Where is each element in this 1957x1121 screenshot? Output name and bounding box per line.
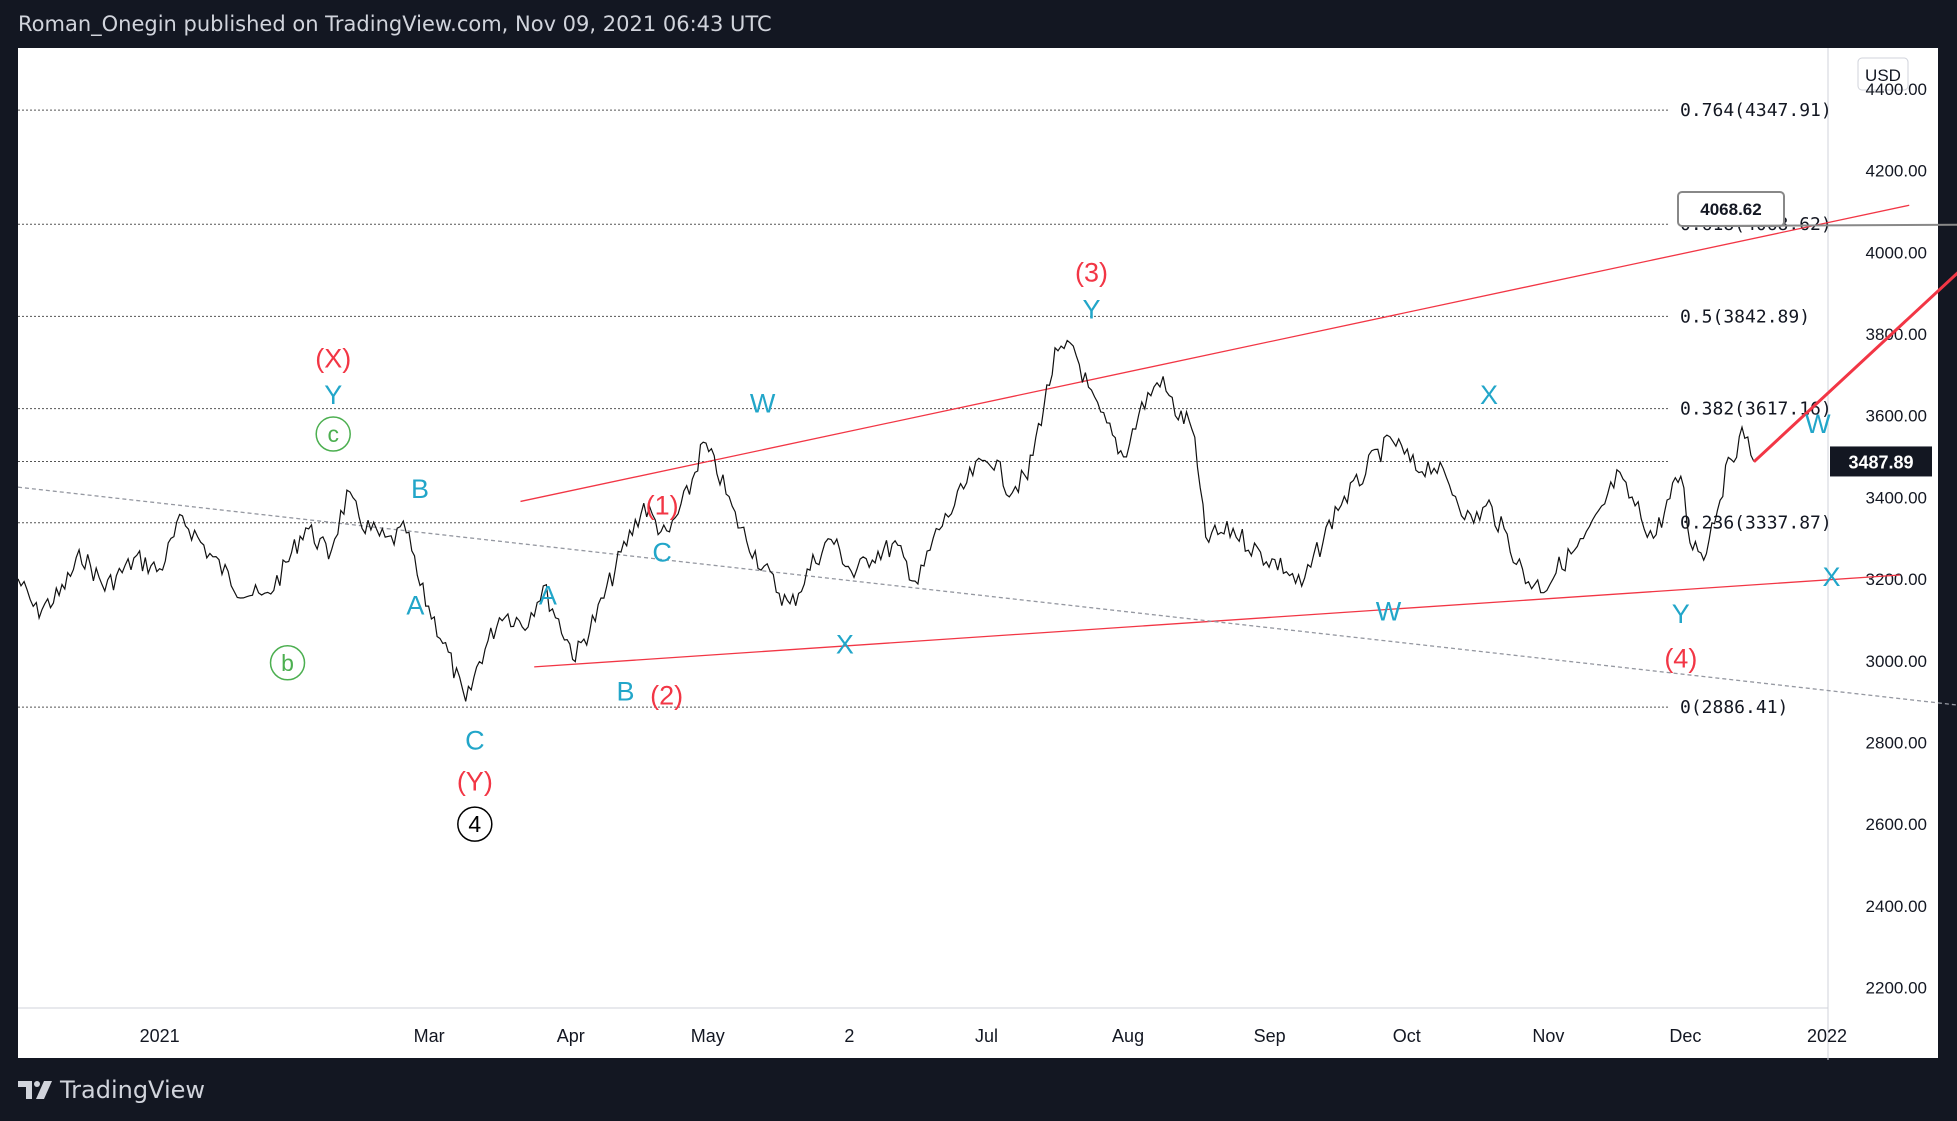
wave-label: (X) [315, 343, 351, 373]
plot-background [18, 48, 1938, 1058]
y-tick-label: 3200.00 [1866, 570, 1927, 589]
fib-level-label: 0.764(4347.91) [1680, 100, 1832, 121]
x-tick-label: Aug [1112, 1026, 1144, 1046]
x-tick-label: 2021 [140, 1026, 180, 1046]
wedge-trendline [520, 204, 1910, 503]
wave-label-circle [457, 806, 493, 842]
x-tick-label: 2 [844, 1026, 854, 1046]
tradingview-footer[interactable]: TradingView [18, 1076, 205, 1104]
wave-label: W [750, 388, 776, 418]
wave-label: W [1805, 409, 1831, 439]
price-series-line [17, 339, 1755, 702]
wave-label: C [465, 725, 485, 755]
x-tick-label: 2022 [1807, 1026, 1847, 1046]
y-tick-label: 2800.00 [1866, 733, 1927, 752]
wave-label-circle [315, 416, 351, 452]
y-tick-label: 4400.00 [1866, 80, 1927, 99]
y-tick-label: 3800.00 [1866, 325, 1927, 344]
currency-text: USD [1865, 66, 1901, 85]
y-tick-label: 2400.00 [1866, 897, 1927, 916]
wave-label: 4 [468, 811, 481, 837]
x-tick-label: Sep [1254, 1026, 1286, 1046]
x-tick-label: Apr [557, 1026, 585, 1046]
target-callout: 4068.62 [1677, 191, 1957, 227]
publish-header: Roman_Onegin published on TradingView.co… [18, 12, 772, 36]
y-tick-label: 3000.00 [1866, 652, 1927, 671]
wave-label: A [406, 591, 424, 621]
currency-box [1857, 57, 1909, 91]
wave-label: b [281, 650, 294, 676]
y-tick-label: 4000.00 [1866, 243, 1927, 262]
last-price-text: 3487.89 [1848, 452, 1913, 472]
y-tick-label: 3400.00 [1866, 488, 1927, 507]
wave-label: X [1480, 380, 1498, 410]
y-tick-label: 4200.00 [1866, 162, 1927, 181]
y-tick-label: 3600.00 [1866, 407, 1927, 426]
wave-label: (4) [1664, 644, 1697, 674]
projection-arrow [1752, 271, 1957, 463]
tradingview-logo-icon [18, 1081, 52, 1099]
fib-level-label: 0.5(3842.89) [1680, 306, 1810, 327]
fib-level-label: 0(2886.41) [1680, 697, 1788, 718]
wave-label: A [539, 580, 557, 610]
x-tick-label: Oct [1393, 1026, 1421, 1046]
wave-label-circle [269, 645, 306, 681]
wave-label: (3) [1075, 258, 1108, 288]
x-tick-label: Jul [975, 1026, 998, 1046]
wave-label: W [1376, 597, 1402, 627]
x-tick-label: Nov [1532, 1026, 1564, 1046]
wave-label: Y [1083, 294, 1101, 324]
x-tick-label: May [691, 1026, 725, 1046]
last-price-tag [1830, 446, 1932, 477]
wave-label: Y [324, 380, 342, 410]
wave-label: B [617, 676, 635, 706]
target-callout-text: 4068.62 [1700, 200, 1761, 219]
y-tick-label: 2600.00 [1866, 815, 1927, 834]
target-callout-pointer [1699, 223, 1957, 227]
wave-label: C [652, 538, 672, 568]
wave-label: (1) [646, 491, 679, 521]
wave-label: Y [1672, 599, 1690, 629]
wave-label: X [836, 629, 854, 659]
x-tick-label: Mar [414, 1026, 445, 1046]
currency-label: USD [1857, 57, 1909, 91]
y-tick-label: 2200.00 [1866, 979, 1927, 998]
wave-label: (Y) [457, 766, 493, 796]
x-tick-label: Dec [1669, 1026, 1701, 1046]
wave-label: B [411, 474, 429, 504]
wave-label: (2) [650, 680, 683, 710]
fib-level-label: 0.382(3617.16) [1680, 399, 1832, 420]
fib-level-label: 0.236(3337.87) [1680, 513, 1832, 534]
wave-label: X [1823, 562, 1841, 592]
wave-label: c [327, 421, 339, 447]
wedge-trendline [534, 574, 1901, 668]
tradingview-brand: TradingView [60, 1076, 206, 1104]
